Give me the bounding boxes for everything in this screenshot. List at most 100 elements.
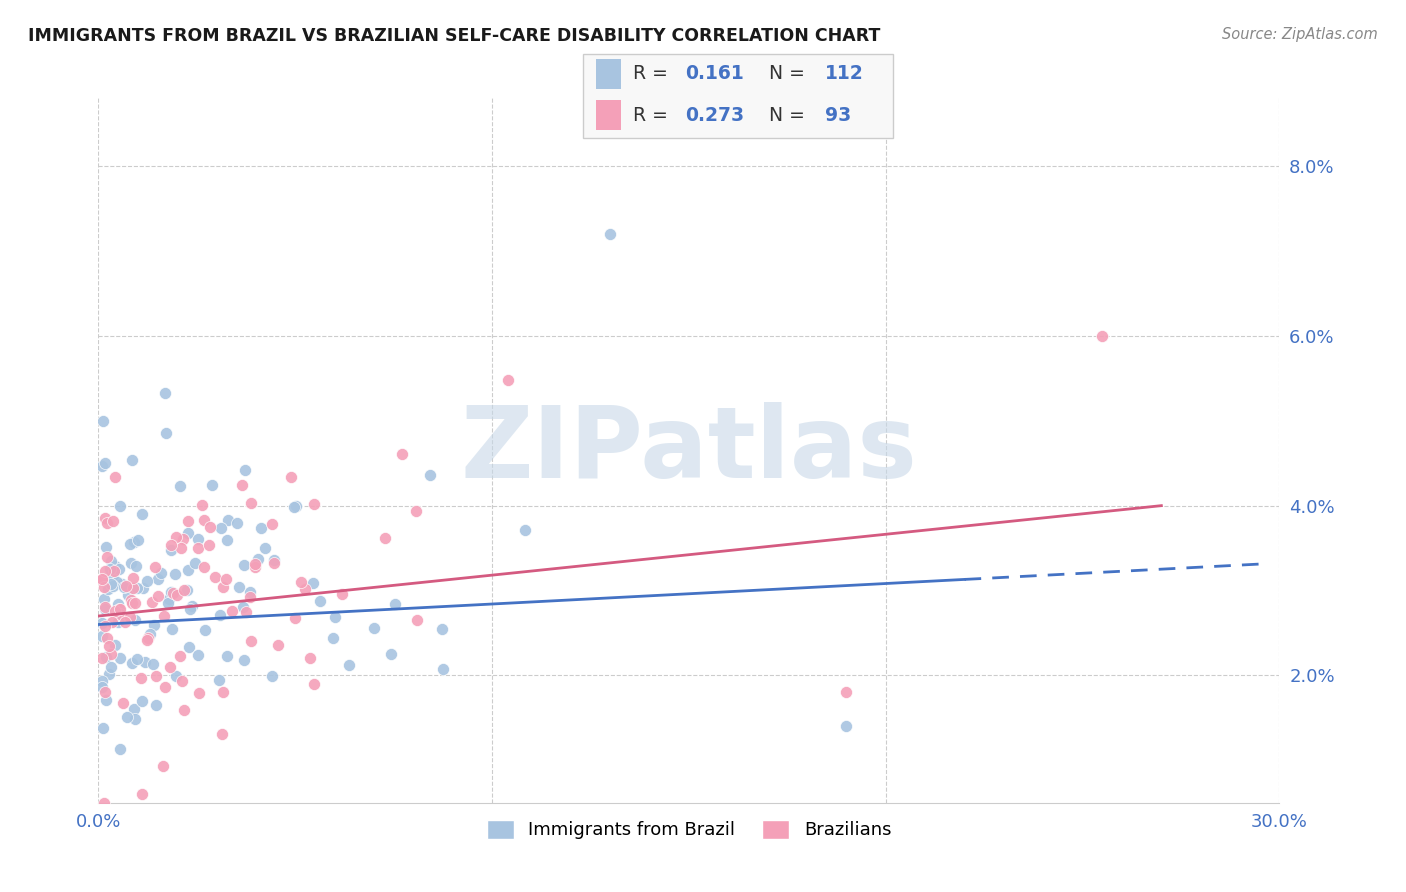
- Point: [104, 559, 127, 574]
- Point: [91, 721, 114, 735]
- Point: [122, 571, 145, 585]
- Point: [141, 595, 163, 609]
- Point: [97, 667, 120, 681]
- Point: [294, 582, 316, 597]
- Point: [91, 674, 114, 689]
- Point: [148, 572, 170, 586]
- Point: [100, 577, 122, 591]
- Point: [201, 478, 224, 492]
- Point: [280, 470, 302, 484]
- Point: [110, 651, 132, 665]
- Point: [127, 651, 149, 665]
- Point: [91, 414, 114, 428]
- Point: [94, 511, 117, 525]
- Point: [204, 570, 226, 584]
- Point: [191, 498, 214, 512]
- Point: [143, 618, 166, 632]
- Point: [93, 796, 115, 810]
- Point: [93, 591, 115, 606]
- Text: Source: ZipAtlas.com: Source: ZipAtlas.com: [1222, 27, 1378, 42]
- Point: [162, 586, 184, 600]
- Point: [94, 619, 117, 633]
- Point: [337, 657, 360, 672]
- Point: [208, 673, 231, 687]
- Point: [94, 650, 117, 665]
- Point: [96, 516, 118, 530]
- Point: [173, 582, 195, 597]
- Point: [103, 567, 125, 582]
- Point: [217, 513, 239, 527]
- Point: [146, 589, 169, 603]
- Point: [107, 615, 129, 629]
- Legend: Immigrants from Brazil, Brazilians: Immigrants from Brazil, Brazilians: [479, 813, 898, 847]
- Point: [131, 507, 153, 521]
- Text: R =: R =: [633, 106, 673, 125]
- Point: [108, 602, 131, 616]
- Point: [1091, 329, 1114, 343]
- Point: [114, 615, 136, 629]
- Point: [136, 631, 159, 645]
- Point: [103, 564, 125, 578]
- Point: [309, 593, 332, 607]
- Point: [231, 477, 253, 491]
- Point: [228, 580, 250, 594]
- Point: [160, 622, 183, 636]
- Point: [111, 577, 134, 591]
- Point: [193, 560, 215, 574]
- Point: [120, 556, 142, 570]
- Point: [165, 566, 187, 581]
- Point: [235, 605, 257, 619]
- Point: [302, 497, 325, 511]
- Text: 93: 93: [825, 106, 851, 125]
- Point: [233, 558, 256, 572]
- Point: [101, 514, 124, 528]
- Point: [496, 373, 519, 387]
- Point: [145, 669, 167, 683]
- Point: [155, 425, 177, 440]
- Point: [105, 574, 128, 589]
- Point: [239, 495, 262, 509]
- Point: [91, 680, 114, 694]
- Bar: [596, 60, 620, 89]
- Point: [91, 616, 114, 631]
- Point: [253, 541, 276, 556]
- Point: [100, 554, 122, 568]
- Point: [121, 596, 143, 610]
- Point: [169, 648, 191, 663]
- Point: [169, 479, 191, 493]
- Point: [121, 656, 143, 670]
- Point: [93, 580, 115, 594]
- Point: [124, 559, 146, 574]
- Point: [118, 537, 141, 551]
- Point: [232, 653, 254, 667]
- Point: [94, 564, 117, 578]
- Point: [245, 560, 267, 574]
- Point: [117, 589, 139, 603]
- Point: [107, 597, 129, 611]
- Point: [430, 622, 453, 636]
- Point: [246, 551, 269, 566]
- Point: [176, 583, 198, 598]
- Point: [108, 499, 131, 513]
- Point: [330, 587, 353, 601]
- Point: [283, 500, 305, 515]
- Point: [250, 521, 273, 535]
- Point: [100, 647, 122, 661]
- Point: [198, 538, 221, 552]
- Bar: [596, 100, 620, 130]
- Point: [177, 514, 200, 528]
- Point: [187, 648, 209, 662]
- Point: [104, 604, 127, 618]
- Point: [104, 638, 127, 652]
- Point: [91, 573, 114, 587]
- Point: [173, 703, 195, 717]
- Point: [145, 698, 167, 712]
- Point: [136, 632, 159, 647]
- Point: [322, 632, 344, 646]
- Point: [363, 621, 385, 635]
- Point: [240, 633, 263, 648]
- Point: [180, 599, 202, 614]
- Point: [215, 533, 238, 547]
- Point: [127, 581, 149, 595]
- Point: [101, 615, 124, 630]
